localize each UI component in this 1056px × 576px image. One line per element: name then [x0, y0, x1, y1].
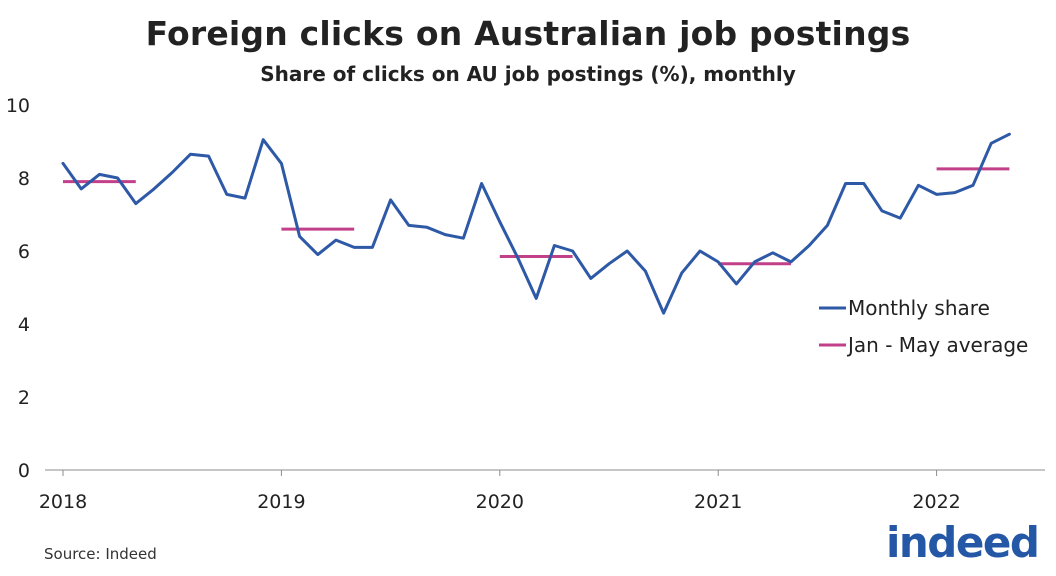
y-tick-label: 0	[18, 460, 30, 482]
y-tick-label: 8	[18, 168, 30, 190]
x-tick-label: 2021	[694, 491, 742, 513]
chart-title: Foreign clicks on Australian job posting…	[145, 14, 911, 53]
x-tick-label: 2018	[39, 491, 87, 513]
source-note: Source: Indeed	[44, 545, 157, 563]
legend-label-monthly-share: Monthly share	[848, 296, 990, 320]
y-tick-label: 6	[18, 241, 30, 263]
y-axis-ticks: 0 2 4 6 8 10	[6, 95, 30, 482]
chart-subtitle: Share of clicks on AU job postings (%), …	[260, 62, 796, 86]
average-series	[63, 167, 1010, 266]
x-tick-label: 2022	[912, 491, 960, 513]
indeed-logo[interactable]: indeed	[886, 518, 1040, 567]
legend-label-jan-may-average: Jan - May average	[846, 333, 1028, 357]
x-axis-ticks: 2018 2019 2020 2021 2022	[39, 470, 961, 513]
series-line-monthly-share	[61, 132, 1011, 315]
x-tick-label: 2020	[476, 491, 524, 513]
y-tick-label: 10	[6, 95, 30, 117]
legend: Monthly share Jan - May average	[819, 296, 1028, 357]
y-tick-label: 2	[18, 387, 30, 409]
x-tick-label: 2019	[257, 491, 305, 513]
y-tick-label: 4	[18, 314, 30, 336]
